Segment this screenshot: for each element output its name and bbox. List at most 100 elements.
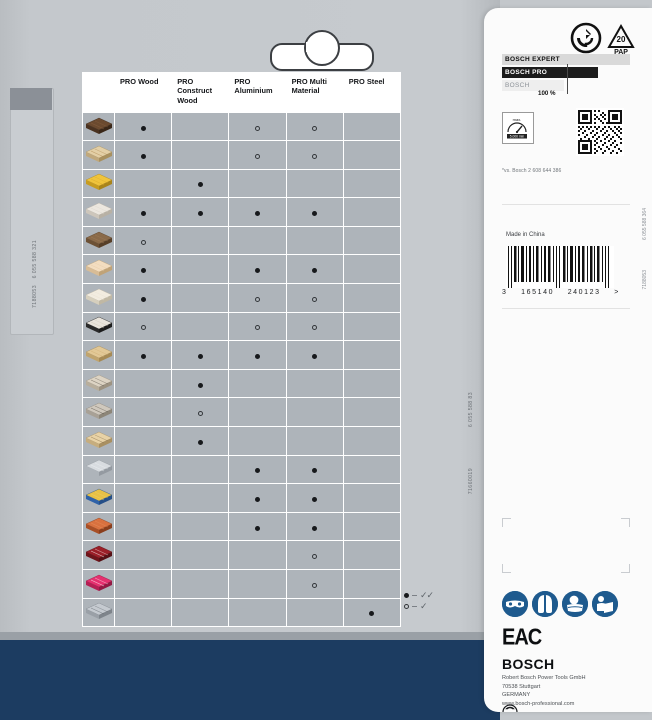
rating-dot-open: [140, 325, 146, 331]
table-row: [82, 168, 401, 199]
cell-steel-profiles-pro-construct-wood: [171, 597, 230, 628]
rating-dot-full: [140, 296, 146, 302]
cell-softwood-board-pro-construct-wood: [171, 140, 230, 170]
compatibility-table: PRO Wood PRO Construct Wood PRO Aluminiu…: [82, 72, 401, 628]
rating-dot-full: [140, 268, 146, 274]
card-bottom-navy-bar: [0, 640, 500, 720]
table-row: [82, 597, 401, 628]
cell-laminated-board-pro-aluminium: [228, 311, 287, 342]
brand-tier-percent: 100 %: [538, 90, 556, 97]
rating-dot-open: [312, 153, 318, 159]
company-address-line-3[interactable]: www.bosch-professional.com: [502, 700, 575, 707]
brand-tier-pro-label: BOSCH PRO: [505, 69, 548, 76]
material-icon-laminated-board: [82, 311, 115, 342]
cell-hardwood-board-pro-aluminium: [228, 111, 287, 142]
cell-mdf-board-pro-multi-material: [285, 197, 344, 227]
column-header-pro-construct-wood: PRO Construct Wood: [171, 72, 230, 113]
osb-icon: [85, 173, 113, 193]
cell-veneer-board-pro-construct-wood: [171, 283, 230, 313]
cell-timber-beams-pro-multi-material: [285, 368, 344, 399]
legend-dot-full-icon: [404, 593, 409, 598]
recycling-symbols: 20 PAP: [570, 22, 640, 56]
cell-hardwood-board-pro-multi-material: [285, 111, 344, 142]
material-icon-softwood-board: [82, 140, 115, 170]
rating-dot-open: [254, 296, 260, 302]
ear-protection-icon: [532, 591, 558, 617]
cell-plywood-board-pro-aluminium: [228, 254, 287, 285]
rating-dot-full: [254, 354, 260, 360]
rating-dot-full: [254, 211, 260, 217]
rating-legend: ✓✓ ✓: [404, 590, 464, 616]
company-address-line-0: Robert Bosch Power Tools GmbH: [502, 675, 586, 681]
pap-recycling-icon: 20 PAP: [607, 23, 635, 55]
cell-mdf-board-pro-steel: [342, 197, 401, 227]
label-divider: [502, 204, 630, 205]
table-header: PRO Wood PRO Construct Wood PRO Aluminiu…: [82, 72, 401, 113]
table-row: [82, 397, 401, 428]
rating-dot-open: [312, 325, 318, 331]
cell-osb-board-pro-construct-wood: [171, 168, 230, 199]
cell-hard-plastic-sheet-pro-aluminium: [228, 540, 287, 570]
table-body: [82, 111, 401, 628]
rating-dot-full: [197, 354, 203, 360]
rating-dot-open: [254, 125, 260, 131]
brand-tier-bosch: BOSCH: [502, 80, 630, 91]
cell-laminated-board-pro-construct-wood: [171, 311, 230, 342]
rating-dot-full: [312, 354, 318, 360]
steel-icon: [85, 602, 113, 622]
material-icon-chipboard: [82, 340, 115, 370]
cell-acrylic-sheet-pro-multi-material: [285, 569, 344, 599]
cell-softwood-board-pro-steel: [342, 140, 401, 170]
column-header-pro-steel: PRO Steel: [342, 72, 401, 113]
table-row: [82, 254, 401, 285]
footnote-reference: *vs. Bosch 2 608 644 386: [502, 168, 562, 174]
legend-dot-open-icon: [404, 604, 409, 609]
table-corner-cell: [82, 72, 115, 113]
read-manual-icon: [592, 591, 618, 617]
table-row: [82, 426, 401, 456]
barcode-digit-group-3: >: [614, 289, 620, 296]
table-row: [82, 197, 401, 227]
barcode-digits: 3 165140 240123 >: [502, 289, 620, 296]
material-icon-nailed-timber: [82, 397, 115, 428]
pallet-icon: [85, 431, 113, 451]
cell-hardwood-board-pro-construct-wood: [171, 111, 230, 142]
column-header-pro-aluminium: PRO Aluminium: [228, 72, 287, 113]
table-row: [82, 225, 401, 256]
material-icon-plywood-board: [82, 254, 115, 285]
legend-dash: [412, 606, 417, 607]
cell-veneer-board-pro-multi-material: [285, 283, 344, 313]
brand-tier-chart: BOSCH EXPERT BOSCH PRO BOSCH 100 %: [502, 54, 630, 102]
rating-dot-full: [140, 354, 146, 360]
eac-conformity-mark: EAC: [502, 625, 542, 651]
left-hang-tab-header: [10, 88, 52, 110]
chipboard-icon: [85, 345, 113, 365]
side-code-4: 71660019: [468, 468, 474, 495]
table-row: [82, 311, 401, 342]
cell-steel-profiles-pro-steel: [342, 597, 401, 628]
compatibility-table-wrap: PRO Wood PRO Construct Wood PRO Aluminiu…: [82, 72, 401, 628]
cell-pallet-wood-pro-multi-material: [285, 426, 344, 456]
rating-dot-full: [197, 439, 203, 445]
cell-veneer-board-pro-aluminium: [228, 283, 287, 313]
rating-dot-full: [254, 525, 260, 531]
cell-non-ferrous-profiles-pro-wood: [113, 483, 173, 513]
label-divider: [502, 308, 630, 309]
legend-rating-full: ✓✓: [420, 590, 434, 600]
cell-chipboard-pro-steel: [342, 340, 401, 370]
brand-tier-expert-label: BOSCH EXPERT: [505, 56, 560, 63]
rating-dot-full: [140, 153, 146, 159]
cell-plywood-board-pro-steel: [342, 254, 401, 285]
copper-icon: [85, 517, 113, 537]
material-icon-acrylic-sheet: [82, 569, 115, 599]
rating-dot-full: [369, 611, 375, 617]
rating-dot-full: [197, 382, 203, 388]
qr-code[interactable]: [576, 108, 624, 156]
dust-mask-icon: [562, 591, 588, 617]
bosch-wordmark: BOSCH: [502, 656, 555, 672]
material-icon-non-ferrous-profiles: [82, 483, 115, 513]
material-icon-mdf-board: [82, 197, 115, 227]
max-speed-gauge-icon: max. 5.000 min: [502, 112, 534, 144]
rating-dot-open: [254, 153, 260, 159]
